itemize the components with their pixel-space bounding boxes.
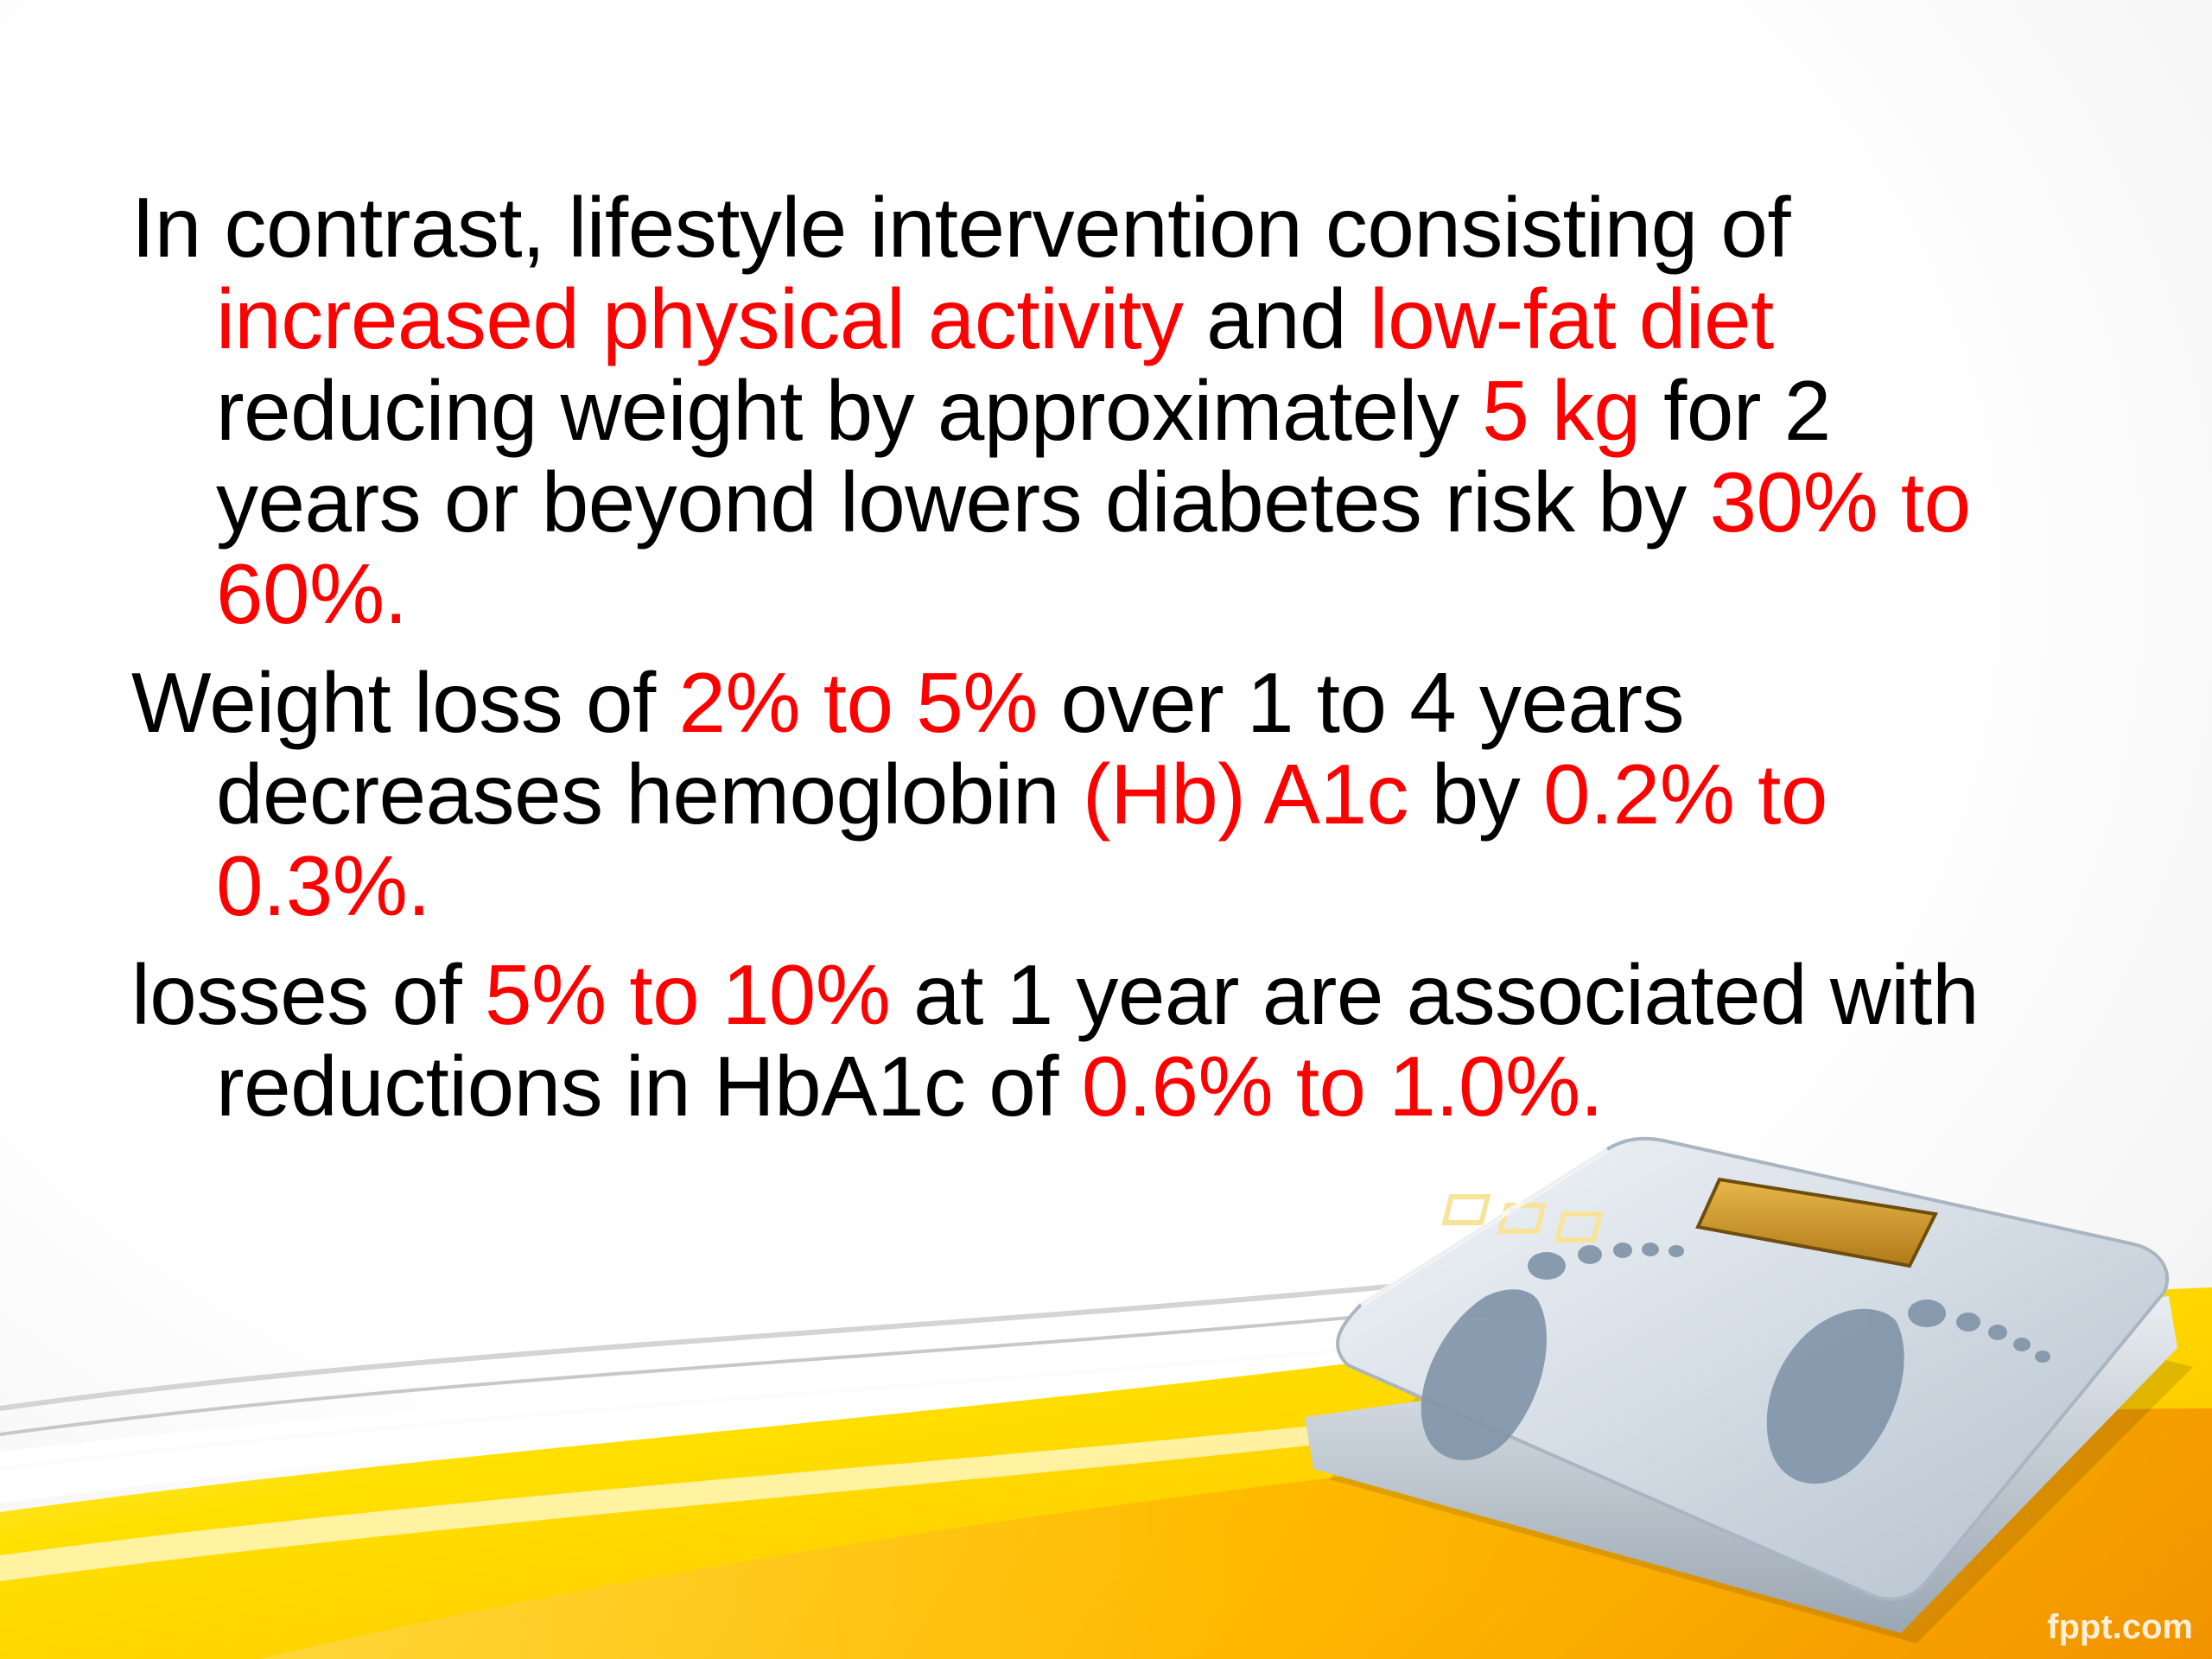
highlighted-text: 5 kg: [1482, 363, 1641, 458]
body-text: losses of: [131, 947, 485, 1042]
highlight-swoosh: [0, 1400, 1555, 1581]
footprint-icon: [1766, 1300, 2050, 1484]
highlighted-text: (Hb) A1c: [1082, 747, 1409, 842]
body-text: reducing weight by approximately: [216, 363, 1483, 458]
highlighted-text: 2% to 5%: [678, 655, 1038, 750]
highlighted-text: 0.6% to 1.0%.: [1081, 1039, 1604, 1134]
highlighted-text: 0.2% to 0.3%.: [216, 747, 1827, 933]
bullet-paragraph: losses of 5% to 10% at 1 year are associ…: [131, 949, 1989, 1132]
body-text: In contrast, lifestyle intervention cons…: [131, 180, 1791, 275]
bullet-paragraph: Weight loss of 2% to 5% over 1 to 4 year…: [131, 657, 1989, 931]
highlighted-text: 30% to 60%.: [216, 454, 1971, 641]
bathroom-scale-illustration: [1305, 1136, 2193, 1643]
body-text: by: [1408, 747, 1544, 842]
body-text: over 1 to 4 years decreases hemoglobin: [216, 655, 1685, 842]
body-text: for 2 years or beyond lowers diabetes ri…: [216, 363, 1831, 550]
body-text: at 1 year are associated with reductions…: [216, 947, 1980, 1134]
watermark: fppt.com: [2047, 1608, 2193, 1646]
body-text: and: [1183, 271, 1370, 366]
body-text: Weight loss of: [131, 655, 679, 750]
highlighted-text: 5% to 10%: [484, 947, 891, 1042]
highlighted-text: increased physical activity: [216, 271, 1184, 366]
slide-body: In contrast, lifestyle intervention cons…: [131, 181, 1989, 1149]
white-swoosh: [0, 1313, 1642, 1503]
bullet-paragraph: In contrast, lifestyle intervention cons…: [131, 181, 1989, 639]
footprint-icon: [1421, 1243, 1684, 1460]
scale-display: [1695, 1177, 1939, 1268]
highlighted-text: low-fat diet: [1369, 271, 1774, 366]
